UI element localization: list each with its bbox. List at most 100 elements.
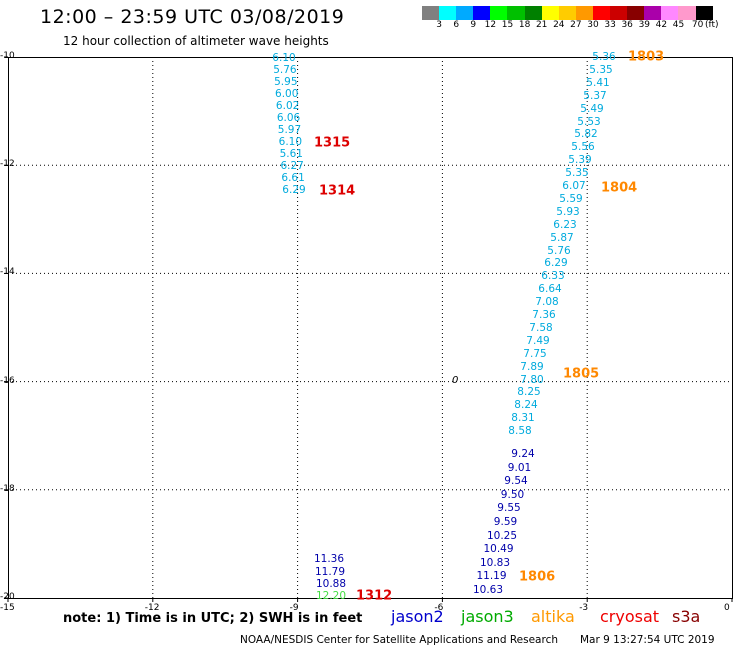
legend-label: 18 — [518, 20, 531, 30]
x-tick-label: -12 — [144, 603, 160, 613]
legend-swatch — [644, 6, 662, 20]
map-grid — [8, 57, 732, 598]
wave-height-value: 8.58 — [508, 425, 532, 438]
wave-height-value: 10.88 — [315, 578, 347, 590]
chart-title: 12:00 – 23:59 UTC 03/08/2019 — [40, 6, 345, 28]
wave-height-value: 9.50 — [500, 488, 525, 501]
wave-height-value: 6.33 — [541, 270, 565, 283]
legend-swatch — [661, 6, 679, 20]
map-frame — [8, 57, 733, 599]
pass-time-label: 1804 — [601, 180, 638, 196]
footnote: note: 1) Time is in UTC; 2) SWH is in fe… — [63, 611, 363, 626]
wave-height-value: 10.49 — [483, 543, 514, 556]
legend-swatch — [541, 6, 559, 20]
wave-height-value: 5.41 — [586, 76, 610, 89]
legend-label: 6 — [453, 20, 460, 30]
wave-height-value: 6.06 — [276, 112, 301, 124]
wave-height-value: 9.55 — [497, 502, 521, 515]
wave-height-value: 6.27 — [280, 160, 304, 172]
satellite-legend-item: jason2 — [391, 607, 444, 626]
x-tick-label: 0 — [724, 603, 730, 613]
wave-height-value: 6.29 — [544, 257, 568, 270]
wave-height-value: 10.83 — [479, 556, 511, 569]
satellite-legend-item: jason3 — [461, 607, 514, 626]
legend-label: 15 — [501, 20, 514, 30]
wave-height-value: 5.37 — [583, 89, 607, 102]
wave-height-value: 7.75 — [523, 347, 547, 360]
wave-height-value: 11.19 — [476, 570, 507, 583]
pass-time-label: 1314 — [319, 183, 356, 199]
legend-label: 36 — [621, 20, 633, 30]
wave-height-value: 6.29 — [282, 184, 306, 196]
legend-swatch — [558, 6, 576, 20]
color-scale-legend — [422, 6, 713, 20]
wave-height-value: 7.49 — [526, 334, 550, 347]
legend-label: 30 — [587, 20, 599, 30]
y-tick-label: -12 — [0, 159, 15, 170]
footer-credit: NOAA/NESDIS Center for Satellite Applica… — [240, 634, 558, 646]
wave-height-value: 7.58 — [529, 321, 553, 334]
legend-label: 39 — [638, 20, 651, 30]
wave-height-value: 5.35 — [565, 167, 589, 180]
y-tick-label: -10 — [0, 51, 15, 61]
wave-height-value: 9.01 — [507, 461, 532, 474]
legend-label: 45 — [672, 20, 685, 30]
wave-height-value: 6.61 — [281, 172, 305, 184]
contour-label-zero: 0 — [452, 375, 458, 386]
wave-height-value: 6.07 — [562, 180, 586, 192]
map-ticks — [4, 56, 733, 602]
wave-height-value: 6.00 — [275, 88, 299, 100]
pass-time-label: 1312 — [356, 588, 393, 604]
legend-swatch — [575, 6, 593, 20]
wave-height-value: 7.80 — [520, 373, 544, 386]
legend-label: 42 — [655, 20, 668, 30]
y-tick-label: -16 — [0, 375, 15, 386]
wave-height-value: 6.02 — [275, 100, 300, 112]
y-tick-label: -18 — [0, 483, 15, 494]
legend-label: 27 — [570, 20, 582, 30]
legend-swatch — [507, 6, 525, 20]
satellite-legend-item: cryosat — [600, 607, 660, 626]
legend-label: 21 — [535, 20, 548, 30]
wave-height-value: 6.10 — [278, 136, 303, 148]
legend-swatch — [456, 6, 474, 20]
legend-label: 24 — [553, 20, 565, 30]
pass-time-label: 1806 — [519, 569, 556, 585]
wave-height-value: 5.95 — [274, 76, 298, 88]
wave-height-value: 5.87 — [550, 231, 574, 244]
legend-swatch — [627, 6, 645, 20]
wave-height-value: 5.93 — [556, 205, 580, 218]
pass-time-label: 1805 — [563, 366, 600, 382]
legend-label: 3 — [436, 20, 442, 30]
legend-swatch — [422, 6, 440, 20]
wave-height-value: 8.24 — [514, 399, 538, 412]
wave-height-value: 5.35 — [589, 63, 613, 76]
wave-height-value: 9.24 — [511, 448, 535, 460]
wave-height-value: 5.56 — [571, 141, 595, 154]
satellite-legend-item: altika — [531, 607, 575, 626]
legend-swatch — [439, 6, 457, 20]
wave-height-value: 8.31 — [511, 412, 535, 425]
chart-subtitle: 12 hour collection of altimeter wave hei… — [63, 34, 329, 48]
wave-height-value: 7.08 — [535, 296, 559, 309]
legend-swatch — [610, 6, 628, 20]
pass-time-label: 1803 — [628, 49, 665, 65]
wave-height-value: 11.36 — [313, 553, 345, 565]
wave-height-value: 10.25 — [486, 529, 518, 542]
x-tick-label: -15 — [0, 603, 15, 613]
x-tick-label: -9 — [289, 603, 299, 613]
legend-label: 12 — [484, 20, 497, 30]
legend-swatch — [592, 6, 611, 20]
wave-height-value: 9.59 — [493, 516, 518, 528]
satellite-legend-item: s3a — [672, 607, 701, 626]
wave-height-value: 10.63 — [472, 584, 504, 596]
legend-label: 70 — [691, 20, 704, 30]
footer-timestamp: Mar 9 13:27:54 UTC 2019 — [580, 634, 715, 646]
wave-height-value: 5.82 — [574, 128, 598, 141]
wave-height-value: 5.39 — [568, 154, 592, 167]
legend-unit-label: (ft) — [705, 20, 719, 30]
legend-swatch — [490, 6, 508, 20]
wave-height-value: 9.54 — [504, 475, 528, 488]
x-tick-label: -6 — [434, 603, 444, 613]
